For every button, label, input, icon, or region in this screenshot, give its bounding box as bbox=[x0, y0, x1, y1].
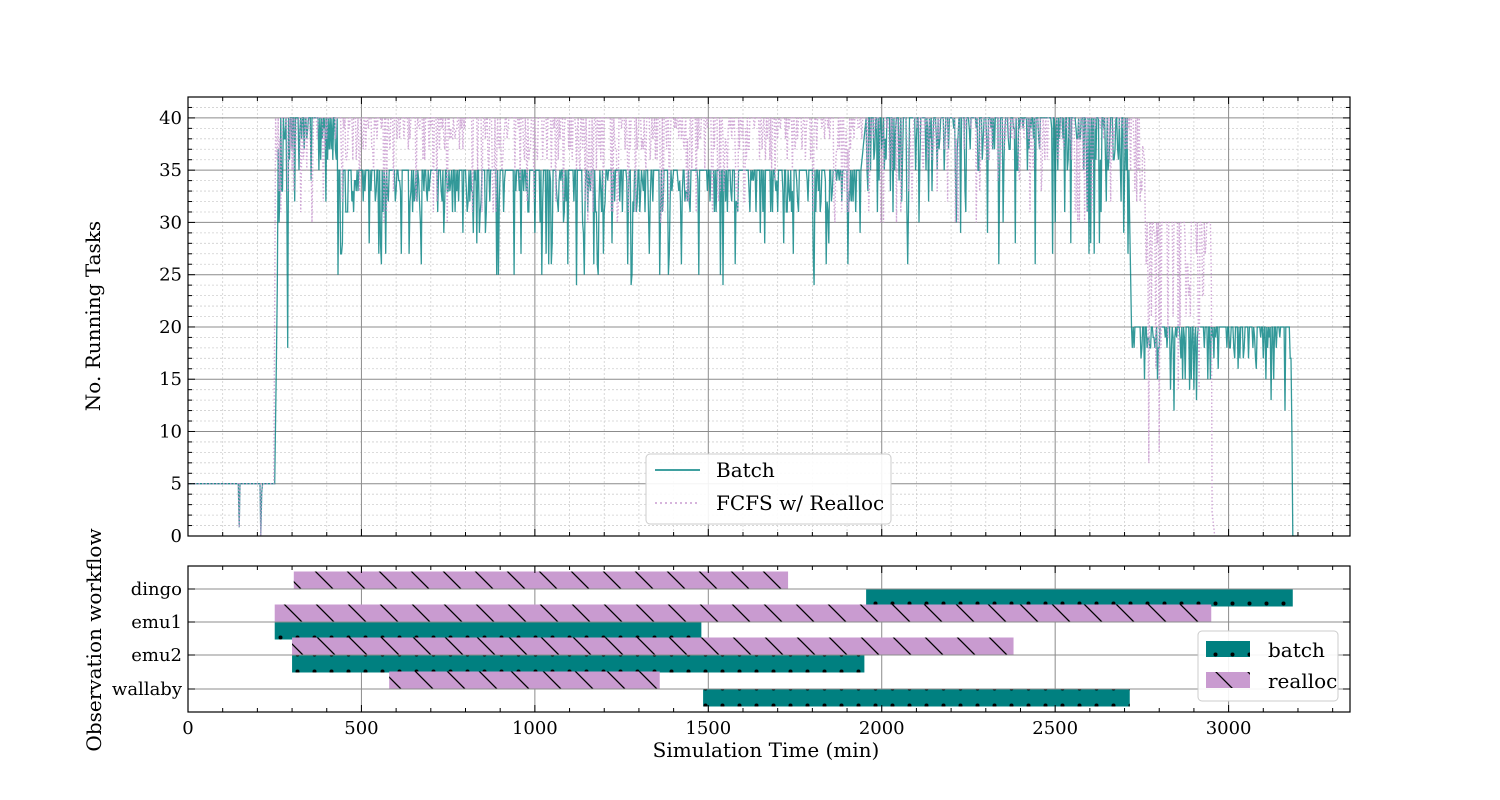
workflow-label-wallaby: wallaby bbox=[112, 679, 183, 700]
gantt-bar-realloc-emu2-pattern bbox=[292, 637, 1014, 655]
y-tick-label: 15 bbox=[159, 369, 182, 390]
gantt-legend: batch realloc bbox=[1197, 630, 1339, 702]
y-tick-labels: 0 5 10 15 20 25 30 35 40 bbox=[159, 108, 182, 547]
y-tick-label: 30 bbox=[159, 212, 182, 233]
gantt-bar-realloc-wallaby-pattern bbox=[389, 671, 660, 689]
gantt-bar-batch-emu1-pattern bbox=[274, 622, 702, 640]
legend-box bbox=[645, 453, 892, 525]
axis-ticks bbox=[187, 96, 1350, 537]
x-tick-labels: 0 500 1000 1500 2000 2500 3000 bbox=[182, 718, 1251, 739]
legend-label-fcfs: FCFS w/ Realloc bbox=[716, 491, 884, 515]
legend-label-batch: Batch bbox=[716, 458, 775, 482]
y-axis-label: No. Running Tasks bbox=[81, 221, 105, 411]
workflow-gantt-panel: 0 500 1000 1500 2000 2500 3000 dingo emu1 emu2 wa… bbox=[82, 528, 1351, 762]
gantt-bar-batch-emu2-pattern bbox=[292, 655, 865, 673]
y-tick-label: 5 bbox=[171, 474, 182, 495]
x-axis-label: Simulation Time (min) bbox=[653, 738, 880, 762]
y-tick-label: 25 bbox=[159, 265, 182, 286]
legend: Batch FCFS w/ Realloc bbox=[645, 453, 892, 525]
legend-swatch-realloc-pattern bbox=[1206, 672, 1250, 688]
legend-swatch-batch-pattern bbox=[1206, 641, 1250, 657]
series-line-fcfs-realloc bbox=[188, 117, 1216, 536]
x-tick-label: 1500 bbox=[685, 718, 731, 739]
x-tick-label: 0 bbox=[182, 718, 193, 739]
gantt-frame bbox=[187, 565, 1351, 713]
y-tick-label: 20 bbox=[159, 317, 182, 338]
x-tick-label: 1000 bbox=[512, 718, 558, 739]
x-tick-label: 2500 bbox=[1032, 718, 1078, 739]
workflow-label-emu1: emu1 bbox=[131, 612, 182, 633]
y-tick-label: 40 bbox=[159, 108, 182, 129]
gantt-axis-ticks bbox=[187, 566, 1350, 712]
gantt-y-axis-label: Observation workflow bbox=[82, 528, 106, 751]
workflow-label-emu2: emu2 bbox=[131, 645, 182, 666]
minor-grid bbox=[188, 96, 1350, 536]
y-tick-label: 0 bbox=[171, 526, 182, 547]
y-tick-label: 10 bbox=[159, 421, 182, 442]
y-tick-label: 35 bbox=[159, 160, 182, 181]
legend-label-batch-bar: batch bbox=[1268, 638, 1325, 662]
x-tick-label: 3000 bbox=[1206, 718, 1252, 739]
gantt-bar-batch-dingo-pattern bbox=[866, 589, 1293, 607]
series-lines bbox=[188, 117, 1298, 536]
x-tick-label: 2000 bbox=[859, 718, 905, 739]
gantt-bar-batch-wallaby-pattern bbox=[703, 689, 1130, 707]
gantt-grid bbox=[187, 566, 1350, 712]
workflow-label-dingo: dingo bbox=[131, 579, 182, 600]
gantt-bars bbox=[274, 571, 1293, 707]
gantt-bar-realloc-dingo-pattern bbox=[293, 571, 789, 589]
tasks-plot-panel: 0 5 10 15 20 25 30 35 40 No. Running Tasks Batch… bbox=[81, 96, 1351, 547]
gantt-bar-realloc-emu1-pattern bbox=[274, 604, 1212, 622]
workflow-labels: dingo emu1 emu2 wallaby bbox=[112, 579, 183, 700]
x-tick-label: 500 bbox=[344, 718, 378, 739]
legend-label-realloc-bar: realloc bbox=[1268, 669, 1337, 693]
